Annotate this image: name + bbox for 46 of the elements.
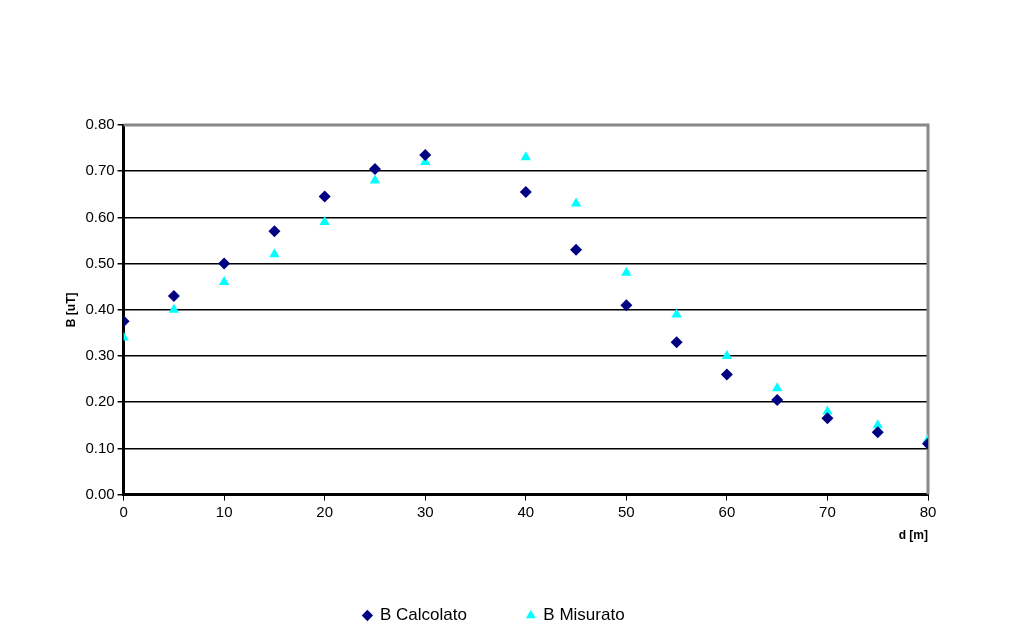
y-tick-label: 0.40 (85, 299, 115, 317)
x-tick-label: 80 (919, 502, 937, 520)
point (168, 303, 180, 313)
point (771, 393, 784, 406)
point (620, 299, 633, 312)
point (268, 225, 281, 238)
x-tick-label: 10 (215, 502, 233, 520)
point (771, 382, 783, 392)
x-tick-label: 60 (718, 502, 736, 520)
point (821, 412, 834, 425)
y-tick-label: 0.50 (85, 253, 115, 271)
point (519, 185, 532, 198)
point (520, 151, 531, 161)
point (721, 350, 733, 359)
legend-label: B Misurato (543, 605, 625, 625)
y-tick-label: 0.30 (85, 346, 115, 364)
point (570, 243, 583, 256)
point (369, 174, 381, 184)
x-axis-title: d [m] (898, 528, 928, 543)
point (319, 216, 330, 226)
y-tick-label: 0.00 (85, 484, 115, 502)
y-axis-title: B [uT] (63, 292, 78, 328)
point (218, 257, 231, 270)
x-tick-label: 70 (819, 502, 836, 520)
point (720, 368, 733, 381)
point (670, 336, 683, 349)
point (368, 162, 381, 175)
point (419, 149, 432, 162)
y-tick-label: 0.20 (85, 392, 115, 410)
y-tick-label: 0.70 (85, 161, 115, 179)
x-tick-label: 0 (119, 502, 128, 520)
x-tick-label: 40 (517, 502, 535, 520)
point (269, 248, 280, 258)
point (570, 197, 582, 207)
y-tick-label: 0.10 (85, 438, 115, 456)
x-tick-label: 50 (618, 502, 635, 520)
x-tick-label: 20 (316, 502, 334, 520)
x-tick-label: 30 (416, 502, 434, 520)
legend-label: B Calcolato (379, 605, 467, 625)
point (218, 276, 230, 286)
point (318, 190, 331, 203)
y-tick-label: 0.80 (85, 115, 115, 133)
point (621, 266, 632, 276)
point (167, 289, 180, 302)
y-tick-label: 0.60 (85, 207, 115, 225)
point (871, 426, 884, 439)
